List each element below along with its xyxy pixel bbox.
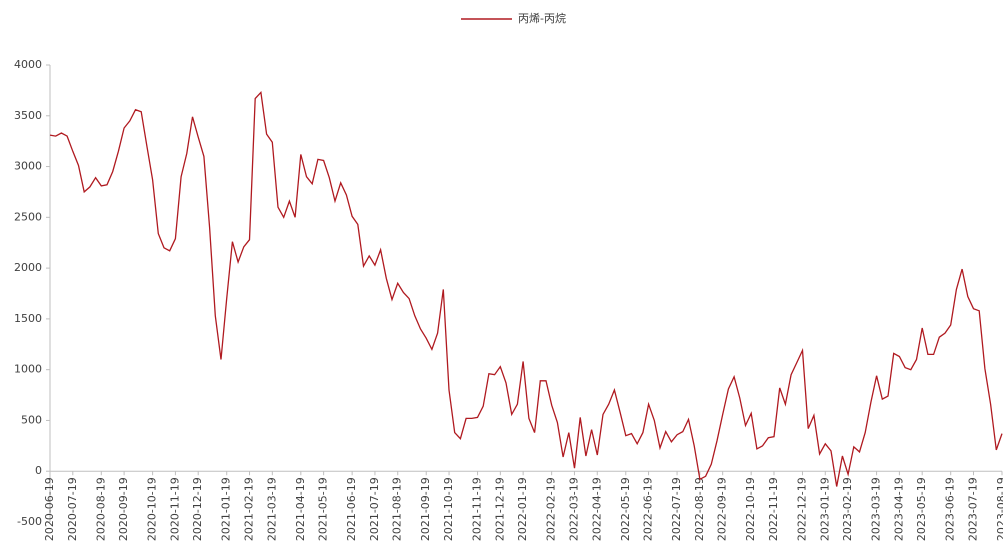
x-tick-label: 2021-03-19 bbox=[265, 477, 278, 541]
x-tick-label: 2021-02-19 bbox=[243, 477, 256, 541]
x-tick-label: 2023-05-19 bbox=[915, 477, 928, 541]
x-tick-label: 2023-06-19 bbox=[944, 477, 957, 541]
x-tick-label: 2023-08-19 bbox=[995, 477, 1003, 541]
y-tick-label: 1000 bbox=[14, 363, 42, 376]
x-tick-label: 2021-09-19 bbox=[419, 477, 432, 541]
x-tick-label: 2020-12-19 bbox=[191, 477, 204, 541]
x-tick-label: 2022-09-19 bbox=[716, 477, 729, 541]
x-tick-label: 2021-08-19 bbox=[391, 477, 404, 541]
x-tick-label: 2022-10-19 bbox=[744, 477, 757, 541]
x-tick-label: 2021-06-19 bbox=[345, 477, 358, 541]
y-tick-label: 0 bbox=[35, 464, 42, 477]
x-tick-label: 2022-08-19 bbox=[693, 477, 706, 541]
x-tick-label: 2023-03-19 bbox=[870, 477, 883, 541]
x-tick-label: 2022-11-19 bbox=[767, 477, 780, 541]
x-tick-label: 2020-08-19 bbox=[94, 477, 107, 541]
y-tick-label: 3000 bbox=[14, 160, 42, 173]
x-tick-label: 2021-04-19 bbox=[294, 477, 307, 541]
x-tick-label: 2020-06-19 bbox=[43, 477, 56, 541]
y-tick-label: 2000 bbox=[14, 261, 42, 274]
x-tick-label: 2021-10-19 bbox=[442, 477, 455, 541]
x-tick-label: 2023-07-19 bbox=[966, 477, 979, 541]
legend: 丙烯-丙烷 bbox=[461, 11, 566, 25]
x-tick-label: 2022-04-19 bbox=[590, 477, 603, 541]
legend-label: 丙烯-丙烷 bbox=[518, 11, 566, 25]
x-tick-label: 2020-09-19 bbox=[117, 477, 130, 541]
y-tick-label: -500 bbox=[17, 515, 42, 528]
x-tick-label: 2022-06-19 bbox=[642, 477, 655, 541]
x-tick-label: 2022-07-19 bbox=[670, 477, 683, 541]
x-tick-label: 2022-01-19 bbox=[516, 477, 529, 541]
x-tick-label: 2022-12-19 bbox=[795, 477, 808, 541]
y-tick-label: 3500 bbox=[14, 109, 42, 122]
x-tick-label: 2020-07-19 bbox=[66, 477, 79, 541]
x-tick-label: 2021-01-19 bbox=[220, 477, 233, 541]
x-tick-label: 2023-02-19 bbox=[841, 477, 854, 541]
x-tick-label: 2021-11-19 bbox=[471, 477, 484, 541]
x-tick-label: 2021-05-19 bbox=[317, 477, 330, 541]
x-tick-label: 2023-04-19 bbox=[892, 477, 905, 541]
x-tick-label: 2020-11-19 bbox=[168, 477, 181, 541]
data-line bbox=[49, 90, 1003, 487]
x-tick-label: 2020-10-19 bbox=[146, 477, 159, 541]
y-tick-label: 4000 bbox=[14, 58, 42, 71]
x-tick-label: 2021-07-19 bbox=[368, 477, 381, 541]
x-tick-label: 2022-05-19 bbox=[619, 477, 632, 541]
y-tick-label: 2500 bbox=[14, 210, 42, 223]
x-tick-label: 2023-01-19 bbox=[818, 477, 831, 541]
y-tick-label: 500 bbox=[21, 413, 42, 426]
x-tick-label: 2022-03-19 bbox=[567, 477, 580, 541]
y-tick-label: 1500 bbox=[14, 312, 42, 325]
x-tick-label: 2021-12-19 bbox=[493, 477, 506, 541]
x-tick-label: 2022-02-19 bbox=[545, 477, 558, 541]
